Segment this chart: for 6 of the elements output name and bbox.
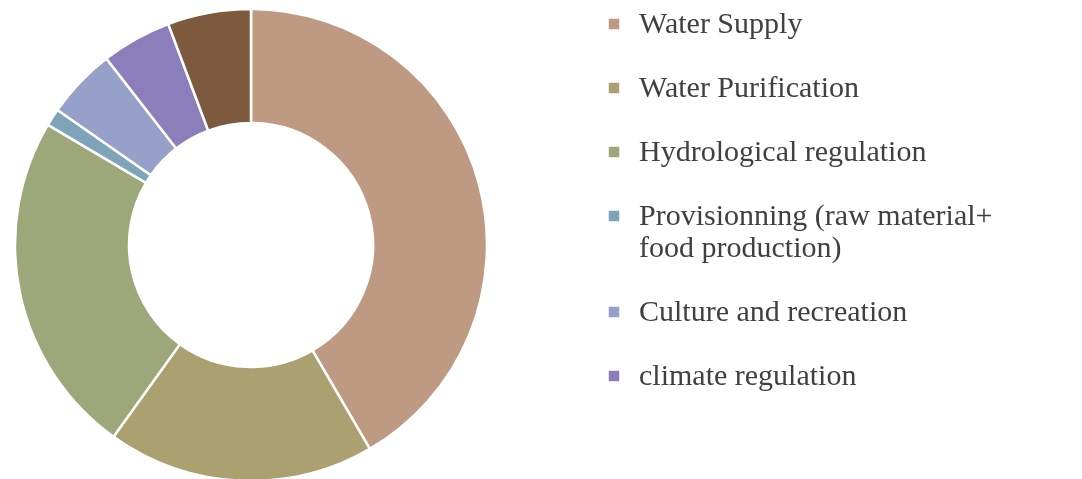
legend-label: Water Supply <box>639 6 803 39</box>
legend-label: Culture and recreation <box>639 294 908 327</box>
legend-label: Hydrological regulation <box>639 134 927 167</box>
legend-label: Water Purification <box>639 70 860 103</box>
legend-label: climate regulation <box>639 358 857 391</box>
legend-label: Provisionning (raw material+ food production) <box>639 198 993 264</box>
